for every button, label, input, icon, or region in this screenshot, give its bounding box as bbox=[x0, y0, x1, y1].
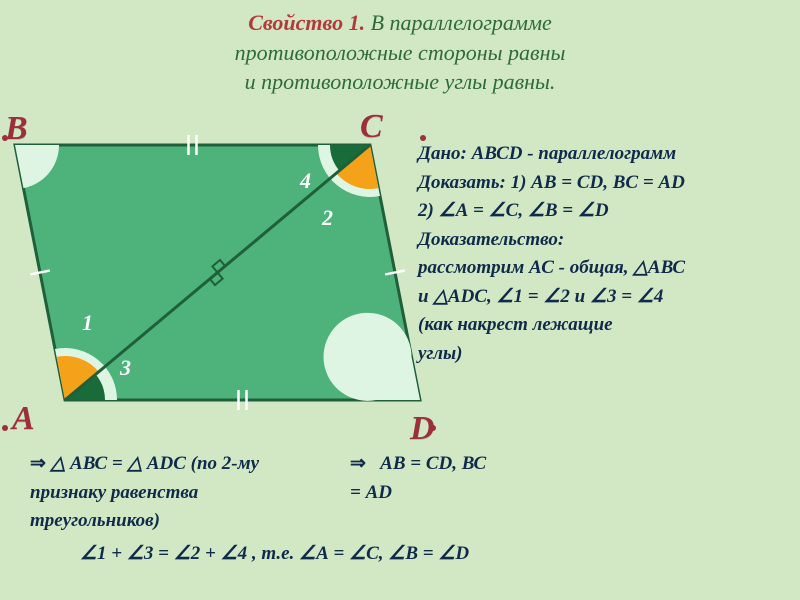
given-line: Дано: АВСD - параллелограмм bbox=[418, 140, 798, 169]
proof-line2: и △АDС, ∠1 = ∠2 и ∠3 = ∠4 bbox=[418, 283, 798, 312]
title-line3: и противоположные углы равны. bbox=[0, 67, 800, 97]
footer-l2: признаку равенства bbox=[30, 482, 198, 503]
proof-line4: углы) bbox=[418, 340, 798, 369]
implies-icon-2: ⇒ bbox=[350, 453, 366, 474]
parallelogram-diagram bbox=[10, 130, 430, 430]
vertex-a-label: A bbox=[12, 400, 35, 438]
angle-4-label: 4 bbox=[300, 168, 311, 194]
slide-root: Свойство 1. В параллелограмме противопол… bbox=[0, 0, 800, 600]
slide-title: Свойство 1. В параллелограмме противопол… bbox=[0, 8, 800, 97]
angle-2-label: 2 bbox=[322, 205, 333, 231]
footer-l1: △ АВС = △ АDС (по 2-му bbox=[51, 453, 259, 474]
corner-dot bbox=[2, 425, 8, 431]
title-line1: Свойство 1. В параллелограмме bbox=[0, 8, 800, 38]
given-text: АВСD - параллелограмм bbox=[467, 143, 676, 164]
corner-dot bbox=[2, 135, 8, 141]
vertex-c-label: C bbox=[360, 108, 383, 146]
proof-line1: рассмотрим АС - общая, △АВС bbox=[418, 254, 798, 283]
title-line2: противоположные стороны равны bbox=[0, 38, 800, 68]
prove-line2: 2) ∠А = ∠С, ∠B = ∠D bbox=[418, 197, 798, 226]
title-line1-rest: В параллелограмме bbox=[371, 10, 552, 35]
given-header: Дано: bbox=[418, 143, 467, 164]
angle-1-label: 1 bbox=[82, 310, 93, 336]
prove-header: Доказать: bbox=[418, 172, 506, 193]
title-property-label: Свойство 1. bbox=[248, 10, 365, 35]
vertex-b-label: B bbox=[5, 110, 28, 148]
prove-text2: 2) ∠А = ∠С, ∠B = ∠D bbox=[418, 200, 609, 221]
corner-dot bbox=[430, 425, 436, 431]
footer-left: ⇒ △ АВС = △ АDС (по 2-му признаку равенс… bbox=[30, 450, 259, 536]
corner-dot bbox=[420, 135, 426, 141]
footer-r2: = АD bbox=[350, 482, 392, 503]
implies-icon: ⇒ bbox=[30, 453, 46, 474]
proof-block: Дано: АВСD - параллелограмм Доказать: 1)… bbox=[418, 140, 798, 368]
prove-text1: 1) АВ = СD, BС = AD bbox=[506, 172, 685, 193]
proof-header: Доказательство: bbox=[418, 229, 564, 250]
footer-right: ⇒ АВ = СD, ВС = АD bbox=[350, 450, 486, 507]
footer-r1: АВ = СD, ВС bbox=[380, 453, 486, 474]
angle-3-label: 3 bbox=[120, 355, 131, 381]
proof-header-line: Доказательство: bbox=[418, 226, 798, 255]
footer-l3: треугольников) bbox=[30, 510, 160, 531]
prove-line: Доказать: 1) АВ = СD, BС = AD bbox=[418, 169, 798, 198]
footer-bottom: ∠1 + ∠3 = ∠2 + ∠4 , т.е. ∠А = ∠С, ∠B = ∠… bbox=[80, 540, 469, 569]
proof-line3: (как накрест лежащие bbox=[418, 311, 798, 340]
